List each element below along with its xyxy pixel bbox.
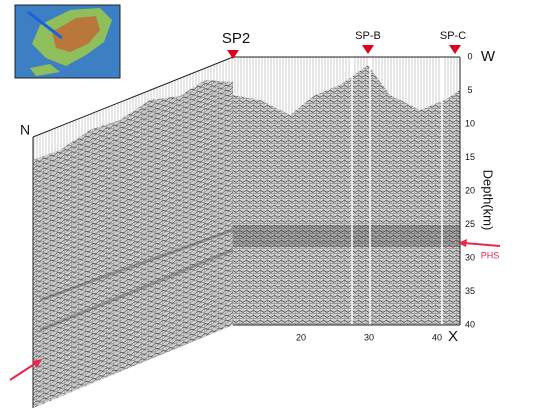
x-label: X <box>448 328 458 345</box>
x-tick-label: 20 <box>296 332 306 342</box>
north-label: N <box>20 122 30 138</box>
x-tick-label: 30 <box>364 332 374 342</box>
inset-map <box>15 5 120 78</box>
depth-tick-label: 30 <box>465 252 475 262</box>
depth-axis-label: Depth(km) <box>481 170 496 231</box>
sp2-label: SP2 <box>222 30 250 47</box>
spb-label: SP-B <box>355 30 381 42</box>
depth-tick-label: 25 <box>465 219 475 229</box>
phs-label: PHS <box>481 250 500 260</box>
west-label: W <box>481 48 496 65</box>
depth-tick-label: 20 <box>465 185 475 195</box>
depth-tick-label: 5 <box>467 85 472 95</box>
depth-tick-label: 10 <box>465 118 475 128</box>
left-arrow <box>10 363 36 380</box>
depth-tick-label: 35 <box>465 286 475 296</box>
spc-label: SP-C <box>440 30 466 42</box>
x-tick-label: 40 <box>432 332 442 342</box>
depth-tick-label: 40 <box>465 319 475 329</box>
shot-marker <box>362 45 374 54</box>
seismic-figure: SP2 SP-B SP-C N W X Depth(km) PHS 0 5 10 15… <box>0 0 547 410</box>
depth-tick-label: 15 <box>465 152 475 162</box>
phs-arrow <box>464 243 500 246</box>
depth-tick-label: 0 <box>467 51 472 61</box>
shot-marker <box>449 45 461 54</box>
